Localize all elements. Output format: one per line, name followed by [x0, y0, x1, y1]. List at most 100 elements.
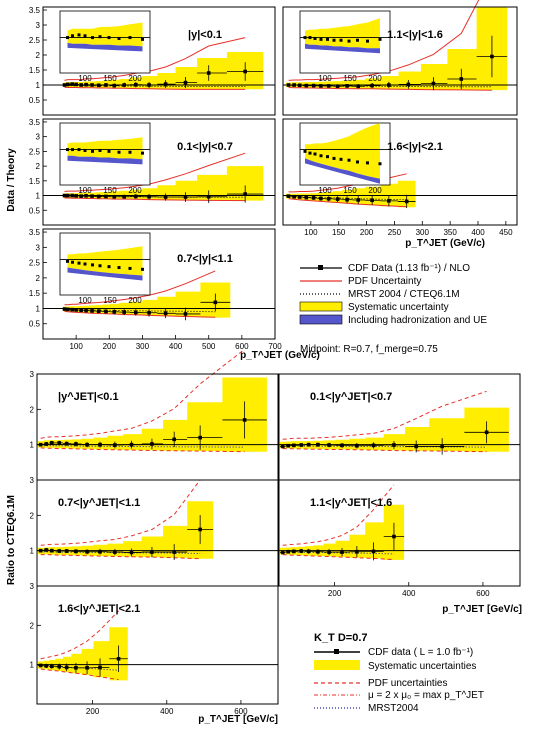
top-xlabel-2: p_T^JET (GeV/c)	[240, 350, 320, 361]
inset-tick: 200	[128, 186, 142, 195]
data-point	[370, 83, 374, 88]
inset-band	[67, 137, 143, 160]
data-point	[74, 82, 78, 87]
panel-frame	[278, 479, 521, 587]
data-point	[206, 194, 211, 199]
xtick-label: 250	[388, 228, 402, 237]
data-point	[311, 196, 316, 200]
data-point	[98, 665, 102, 670]
data-point	[304, 195, 309, 200]
inset-tick: 150	[343, 186, 357, 195]
data-point	[387, 83, 391, 87]
inset-point	[303, 149, 307, 153]
data-point	[113, 443, 117, 447]
inset-point	[77, 33, 81, 37]
data-point	[356, 84, 361, 88]
legend-marker-cdf2	[334, 649, 339, 654]
inset-point	[378, 37, 382, 41]
inset-point	[71, 34, 74, 38]
data-point	[345, 197, 349, 202]
data-point	[74, 442, 78, 446]
xtick-label: 150	[332, 228, 346, 237]
data-point	[406, 82, 411, 87]
ytick-label: 3	[30, 370, 35, 379]
inset-tick: 150	[103, 74, 117, 83]
data-point	[90, 309, 94, 313]
ytick-label: 0.5	[29, 320, 41, 329]
range-label: 1.1<|y|<1.6	[387, 29, 443, 41]
panel-0: 100 150 200 |y|<0.1 0.5 1 1.5 2 2.5 3 3.5	[29, 6, 276, 116]
data-point	[292, 83, 296, 87]
ytick-label: 3	[30, 582, 35, 591]
inset-point	[339, 38, 343, 42]
pdf-upper-line	[282, 484, 395, 546]
xtick-label: 300	[416, 228, 430, 237]
data-point	[183, 195, 188, 199]
systematic-band	[37, 501, 214, 559]
data-point	[387, 199, 391, 203]
inset-point	[91, 149, 94, 153]
ytick-label: 3	[36, 21, 41, 30]
data-point	[79, 308, 83, 313]
panel-3: 100 150 200 1.6<|y|<2.1 100 150 200 250 300 350 40…	[282, 118, 518, 237]
inset-point	[356, 160, 359, 164]
data-point	[242, 418, 247, 422]
data-point	[355, 549, 359, 554]
data-point	[198, 527, 202, 532]
panel-frame	[36, 479, 279, 587]
data-point	[96, 83, 101, 88]
data-point	[64, 441, 69, 446]
data-point	[96, 309, 101, 313]
ytick-label: 2	[30, 511, 35, 520]
inset-point	[347, 158, 351, 162]
ytick-label: 1.5	[29, 66, 41, 75]
panel-frame	[42, 118, 276, 226]
data-point	[98, 442, 102, 447]
inset-point	[313, 152, 317, 156]
inset-point	[71, 260, 74, 264]
inset-point	[83, 262, 87, 266]
inset-point	[339, 157, 343, 161]
legend-marker-cdf	[318, 265, 323, 270]
data-point	[326, 84, 331, 88]
legend-label-pdf2: PDF uncertainties	[368, 678, 447, 689]
legend-label-had: Including hadronization and UE	[348, 315, 487, 326]
data-point	[122, 83, 126, 87]
panel-8: 1.1<|y^JET|<1.6 200 400 600	[278, 479, 521, 598]
range-label: 0.7<|y^JET|<1.1	[58, 497, 140, 509]
range-label: |y^JET|<0.1	[58, 391, 119, 403]
pdf-lower-line	[40, 668, 119, 681]
inset-point	[378, 162, 382, 166]
data-point	[404, 199, 409, 204]
data-point	[38, 663, 43, 668]
panel-frame	[42, 228, 276, 340]
pdf-upper-line	[40, 479, 201, 546]
data-point	[172, 437, 176, 442]
data-point	[112, 194, 117, 199]
data-point	[292, 443, 296, 448]
inset-point	[128, 36, 132, 40]
top-legend: CDF Data (1.13 fb⁻¹) / NLO PDF Uncertain…	[299, 263, 487, 326]
panels: 100 150 200 |y|<0.1 0.5 1 1.5 2 2.5 3 3.5 100 150 200…	[29, 0, 521, 716]
data-point	[371, 443, 376, 448]
inset-point	[326, 155, 329, 159]
data-point	[112, 83, 117, 88]
inset-point	[308, 36, 312, 40]
inset-tick: 100	[78, 74, 92, 83]
inset-point	[91, 263, 94, 267]
ytick-label: 0.5	[29, 206, 41, 215]
pdf-upper-line	[64, 152, 246, 192]
inset-point	[66, 259, 69, 263]
ytick-label: 2.5	[29, 147, 41, 156]
inset-band	[305, 18, 380, 49]
inset-tick: 150	[103, 186, 117, 195]
ytick-label: 0.5	[29, 96, 41, 105]
data-point	[286, 194, 291, 198]
ytick-label: 1	[36, 304, 41, 313]
xtick-label: 400	[160, 707, 174, 716]
data-point	[183, 312, 188, 316]
data-point	[392, 534, 396, 539]
ytick-label: 1	[30, 661, 35, 670]
data-point	[74, 549, 78, 554]
data-point	[306, 442, 311, 447]
